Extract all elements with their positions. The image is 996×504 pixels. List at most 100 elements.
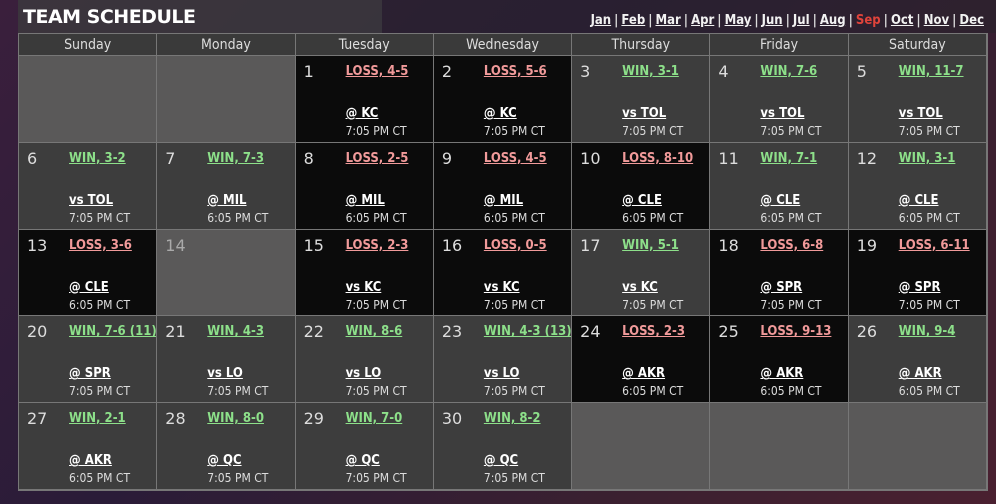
opponent-link[interactable]: @ KC (345, 106, 379, 121)
calendar-cell-empty (572, 403, 711, 490)
opponent-link[interactable]: vs KC (483, 279, 520, 295)
game-result-link[interactable]: WIN, 5-1 (622, 237, 679, 253)
opponent-link[interactable]: @ MIL (483, 192, 524, 208)
opponent-link[interactable]: @ QC (483, 453, 519, 469)
game-result-link[interactable]: WIN, 7-3 (207, 150, 264, 166)
game-result-link[interactable]: LOSS, 2-3 (622, 324, 685, 340)
game-result-link[interactable]: LOSS, 2-3 (345, 237, 409, 253)
opponent-link[interactable]: vs KC (622, 279, 658, 295)
game-result-link[interactable]: LOSS, 4-5 (483, 150, 547, 166)
game-result-link[interactable]: LOSS, 6-8 (760, 237, 824, 253)
month-link-sep[interactable]: Sep (855, 13, 881, 28)
month-link-nov[interactable]: Nov (923, 13, 950, 28)
month-link-jul[interactable]: Jul (792, 13, 810, 28)
month-link-aug[interactable]: Aug (819, 13, 846, 28)
game-result-link[interactable]: LOSS, 3-6 (69, 237, 132, 253)
month-separator: | (785, 13, 790, 28)
month-link-apr[interactable]: Apr (691, 13, 715, 28)
game-result-link[interactable]: WIN, 4-3 (207, 324, 264, 340)
game-result-link[interactable]: WIN, 7-6 (11) (69, 324, 157, 340)
opponent-link[interactable]: @ QC (345, 453, 380, 469)
opponent-link[interactable]: @ MIL (345, 192, 385, 208)
month-link-oct[interactable]: Oct (890, 13, 914, 28)
opponent-link[interactable]: vs LO (207, 366, 243, 382)
opponent-link[interactable]: @ AKR (898, 366, 942, 382)
game-result-link[interactable]: WIN, 7-6 (760, 64, 818, 79)
day-number: 9 (441, 148, 453, 168)
weekday-header-sunday: Sunday (19, 34, 158, 56)
opponent-link[interactable]: vs TOL (760, 106, 805, 121)
game-result-link[interactable]: WIN, 8-2 (483, 411, 541, 427)
opponent-link[interactable]: vs TOL (69, 192, 114, 208)
month-link-may[interactable]: May (724, 13, 752, 28)
calendar-cell-day-23: 23 WIN, 4-3 (13) vs LO 7:05 PM CT (433, 316, 573, 404)
month-link-mar[interactable]: Mar (655, 13, 681, 28)
game-result-link[interactable]: LOSS, 0-5 (483, 237, 547, 253)
day-number: 14 (165, 235, 186, 255)
opponent-link[interactable]: @ SPR (760, 279, 803, 295)
opponent-link[interactable]: @ CLE (760, 192, 801, 208)
game-result-link[interactable]: LOSS, 5-6 (483, 64, 547, 79)
opponent-link[interactable]: @ SPR (69, 366, 111, 382)
calendar-cell-day-12: 12 WIN, 3-1 @ CLE 6:05 PM CT (848, 142, 987, 230)
game-time: 6:05 PM CT (622, 210, 684, 225)
game-result-link[interactable]: WIN, 3-2 (69, 150, 126, 166)
game-result-link[interactable]: LOSS, 6-11 (898, 237, 970, 253)
game-result-link[interactable]: WIN, 3-1 (622, 64, 679, 79)
day-number: 18 (718, 235, 739, 255)
opponent-link[interactable]: @ MIL (207, 192, 247, 208)
opponent-link[interactable]: vs LO (345, 366, 382, 382)
game-result-link[interactable]: WIN, 8-0 (207, 411, 264, 427)
opponent-link[interactable]: @ CLE (622, 192, 662, 208)
opponent-link[interactable]: vs TOL (622, 106, 667, 121)
day-number: 1 (303, 62, 314, 81)
day-number: 13 (27, 235, 48, 255)
opponent-link[interactable]: vs LO (483, 366, 520, 382)
game-result-link[interactable]: WIN, 11-7 (898, 64, 964, 79)
game-result-link[interactable]: WIN, 4-3 (13) (483, 324, 572, 340)
weekday-header-thursday: Thursday (572, 34, 711, 56)
calendar-cell-empty (710, 403, 849, 490)
month-separator: | (883, 13, 888, 28)
weekday-header-monday: Monday (157, 34, 296, 56)
month-link-jan[interactable]: Jan (590, 13, 612, 28)
month-link-dec[interactable]: Dec (959, 13, 984, 28)
game-result-link[interactable]: WIN, 3-1 (898, 150, 956, 166)
game-result-link[interactable]: WIN, 9-4 (898, 324, 956, 340)
calendar-cell-empty (157, 56, 296, 143)
game-time: 7:05 PM CT (760, 297, 822, 312)
game-result-link[interactable]: LOSS, 8-10 (622, 150, 694, 166)
opponent-link[interactable]: vs TOL (898, 106, 943, 121)
month-nav-panel (382, 0, 996, 33)
opponent-link[interactable]: @ SPR (898, 279, 941, 295)
month-separator: | (952, 13, 957, 28)
day-number: 28 (165, 409, 186, 429)
month-link-feb[interactable]: Feb (621, 13, 646, 28)
game-time: 7:05 PM CT (207, 471, 269, 486)
opponent-link[interactable]: @ AKR (760, 366, 804, 382)
calendar-cell-day-2: 2 LOSS, 5-6 @ KC 7:05 PM CT (433, 56, 573, 143)
opponent-link[interactable]: @ CLE (69, 279, 109, 295)
day-number: 20 (27, 322, 48, 342)
opponent-link[interactable]: @ QC (207, 453, 242, 469)
opponent-link[interactable]: @ AKR (69, 453, 112, 469)
weekday-header-friday: Friday (710, 34, 849, 56)
game-result-link[interactable]: WIN, 7-1 (760, 150, 818, 166)
day-number: 27 (27, 409, 48, 429)
game-result-link[interactable]: WIN, 8-6 (345, 324, 403, 340)
calendar-cell-day-8: 8 LOSS, 2-5 @ MIL 6:05 PM CT (295, 142, 434, 230)
month-link-jun[interactable]: Jun (761, 13, 783, 28)
opponent-link[interactable]: @ AKR (622, 366, 666, 382)
game-result-link[interactable]: WIN, 2-1 (69, 411, 126, 427)
day-number: 19 (856, 235, 878, 255)
game-result-link[interactable]: LOSS, 9-13 (760, 324, 832, 340)
game-result-link[interactable]: LOSS, 4-5 (345, 64, 409, 79)
opponent-link[interactable]: vs KC (345, 279, 382, 295)
opponent-link[interactable]: @ KC (483, 106, 517, 121)
page-title: TEAM SCHEDULE (23, 6, 196, 28)
opponent-link[interactable]: @ CLE (898, 192, 939, 208)
game-result-link[interactable]: LOSS, 2-5 (345, 150, 409, 166)
game-result-link[interactable]: WIN, 7-0 (345, 411, 403, 427)
day-number: 16 (441, 235, 463, 255)
calendar-cell-day-3: 3 WIN, 3-1 vs TOL 7:05 PM CT (572, 56, 711, 143)
